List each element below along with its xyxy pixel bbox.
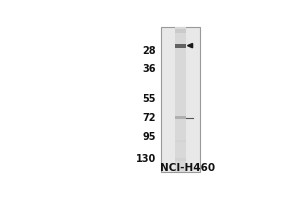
- Bar: [175, 44, 186, 48]
- Bar: [161, 27, 200, 172]
- Text: 72: 72: [142, 113, 156, 123]
- Text: 55: 55: [142, 94, 156, 104]
- Text: NCI-H460: NCI-H460: [160, 163, 215, 173]
- Polygon shape: [188, 43, 193, 48]
- Bar: [175, 27, 186, 172]
- Bar: [175, 140, 186, 142]
- Text: 95: 95: [142, 132, 156, 142]
- Bar: [175, 116, 186, 119]
- Text: 36: 36: [142, 64, 156, 74]
- Bar: [175, 158, 186, 161]
- Bar: [175, 29, 186, 33]
- Text: 28: 28: [142, 46, 156, 56]
- Text: 130: 130: [136, 154, 156, 164]
